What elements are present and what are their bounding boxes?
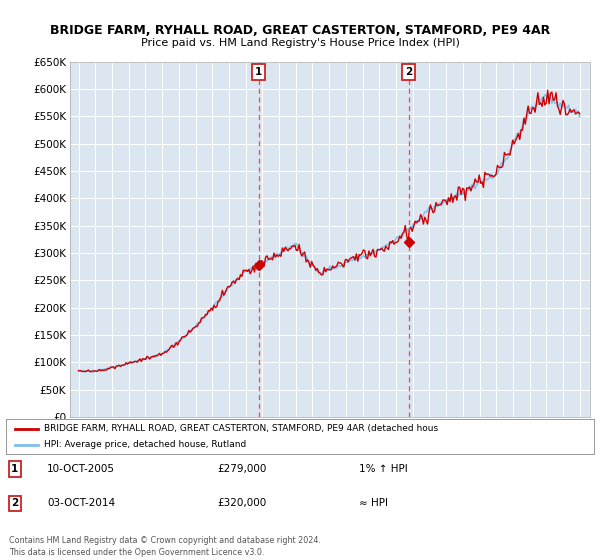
Text: ≈ HPI: ≈ HPI	[359, 498, 388, 508]
Text: HPI: Average price, detached house, Rutland: HPI: Average price, detached house, Rutl…	[44, 440, 247, 450]
Text: BRIDGE FARM, RYHALL ROAD, GREAT CASTERTON, STAMFORD, PE9 4AR (detached hous: BRIDGE FARM, RYHALL ROAD, GREAT CASTERTO…	[44, 424, 439, 433]
Text: £320,000: £320,000	[218, 498, 267, 508]
Text: 1: 1	[11, 464, 19, 474]
Text: 10-OCT-2005: 10-OCT-2005	[47, 464, 115, 474]
Text: This data is licensed under the Open Government Licence v3.0.: This data is licensed under the Open Gov…	[9, 548, 265, 557]
Text: 1% ↑ HPI: 1% ↑ HPI	[359, 464, 407, 474]
Text: BRIDGE FARM, RYHALL ROAD, GREAT CASTERTON, STAMFORD, PE9 4AR: BRIDGE FARM, RYHALL ROAD, GREAT CASTERTO…	[50, 24, 550, 36]
Text: Contains HM Land Registry data © Crown copyright and database right 2024.: Contains HM Land Registry data © Crown c…	[9, 536, 321, 545]
Text: £279,000: £279,000	[218, 464, 267, 474]
Text: 2: 2	[405, 67, 412, 77]
Text: 03-OCT-2014: 03-OCT-2014	[47, 498, 115, 508]
Text: 1: 1	[255, 67, 262, 77]
Text: 2: 2	[11, 498, 19, 508]
Text: Price paid vs. HM Land Registry's House Price Index (HPI): Price paid vs. HM Land Registry's House …	[140, 38, 460, 48]
